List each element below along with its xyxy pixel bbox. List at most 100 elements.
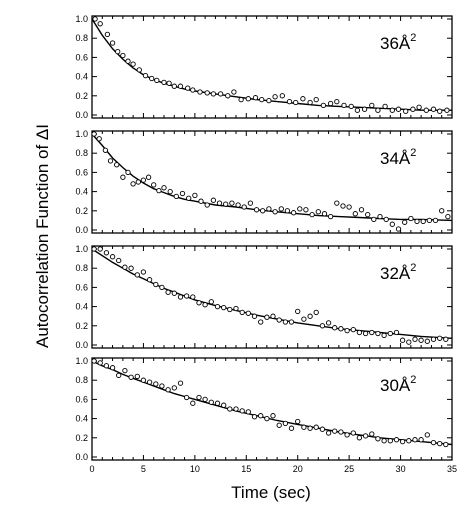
data-point xyxy=(278,206,284,212)
chart-panels: 0.0 0.2 0.4 0.6 0.8 1.0 36Å2 0.0 0.2 0.4 0.6 0.8 1.0… xyxy=(75,14,457,474)
data-point xyxy=(192,192,198,199)
data-point xyxy=(408,215,414,222)
data-point xyxy=(307,99,313,106)
y-tick-label: 0.4 xyxy=(75,414,88,424)
data-point xyxy=(416,104,422,110)
data-point xyxy=(346,204,352,210)
data-point xyxy=(319,323,326,329)
data-point xyxy=(185,85,191,91)
data-point xyxy=(125,169,131,176)
data-point xyxy=(91,358,97,364)
data-point xyxy=(264,415,270,422)
y-tick-label: 0.6 xyxy=(75,52,88,62)
data-point xyxy=(233,305,239,312)
data-point xyxy=(327,213,334,220)
data-point xyxy=(125,58,131,64)
y-tick-label: 0.0 xyxy=(75,340,88,350)
fit-curve xyxy=(91,18,452,111)
data-point xyxy=(122,264,128,270)
data-point xyxy=(399,438,406,445)
data-point xyxy=(223,201,229,207)
data-point xyxy=(190,294,196,300)
data-point xyxy=(114,162,120,168)
data-point xyxy=(97,246,103,252)
data-point xyxy=(159,383,165,389)
data-point xyxy=(165,387,171,393)
plot-frame xyxy=(91,357,453,461)
plot-frame xyxy=(91,130,453,234)
data-point xyxy=(354,107,361,113)
data-point xyxy=(381,332,387,339)
data-point xyxy=(115,48,121,55)
data-point xyxy=(362,330,369,337)
data-point xyxy=(395,226,402,232)
data-point xyxy=(389,221,395,227)
data-point xyxy=(241,204,247,210)
data-point xyxy=(320,102,327,109)
data-point xyxy=(161,79,167,86)
plot-frame xyxy=(91,15,453,119)
data-point xyxy=(258,413,264,419)
y-tick-label: 1.0 xyxy=(75,129,88,139)
x-axis-title: Time (sec) xyxy=(231,483,311,502)
data-point xyxy=(352,211,358,217)
data-point xyxy=(288,319,295,325)
data-point xyxy=(208,399,214,405)
data-point xyxy=(356,435,363,441)
data-point xyxy=(282,420,289,427)
panel-label: 32Å2 xyxy=(380,262,416,283)
data-point xyxy=(245,96,251,102)
data-point xyxy=(151,182,157,188)
x-tick-label: 15 xyxy=(241,464,251,474)
data-point xyxy=(300,96,306,102)
data-point xyxy=(107,158,114,164)
data-point xyxy=(332,428,338,434)
data-point xyxy=(430,336,437,342)
data-point xyxy=(196,300,202,306)
data-point xyxy=(96,136,102,142)
data-point xyxy=(183,394,190,401)
data-point xyxy=(303,207,309,213)
data-point xyxy=(159,284,165,291)
data-point xyxy=(142,72,149,79)
data-point xyxy=(190,400,196,406)
data-point xyxy=(197,89,203,95)
data-point xyxy=(365,211,371,218)
data-point xyxy=(128,374,134,380)
data-point xyxy=(443,336,449,342)
data-point xyxy=(103,363,110,369)
data-point xyxy=(204,202,210,208)
y-tick-label: 0.6 xyxy=(75,167,88,177)
data-point xyxy=(109,40,116,46)
data-point xyxy=(221,402,227,408)
data-point xyxy=(348,103,354,110)
fit-curve xyxy=(91,248,453,339)
data-point xyxy=(375,107,381,113)
x-tick-label: 30 xyxy=(396,464,406,474)
data-point xyxy=(97,360,103,366)
plot-frame xyxy=(91,245,453,349)
data-point xyxy=(140,377,147,383)
data-point xyxy=(432,217,439,224)
data-point xyxy=(315,209,321,215)
data-point xyxy=(214,303,221,310)
data-point xyxy=(134,373,140,380)
data-point xyxy=(276,422,282,428)
data-point xyxy=(173,193,179,200)
panel-label: 34Å2 xyxy=(380,147,416,168)
data-point xyxy=(286,98,293,105)
data-point xyxy=(389,107,395,113)
data-point xyxy=(334,200,340,206)
data-point xyxy=(334,98,340,105)
data-point xyxy=(97,21,103,27)
data-point xyxy=(91,246,97,252)
data-point xyxy=(171,83,177,89)
data-point xyxy=(146,379,153,385)
data-point xyxy=(177,83,184,89)
data-point xyxy=(104,31,111,38)
data-point xyxy=(356,329,363,336)
data-point xyxy=(350,326,356,333)
data-point xyxy=(375,330,381,337)
data-point xyxy=(245,310,251,316)
x-tick-label: 5 xyxy=(141,464,146,474)
